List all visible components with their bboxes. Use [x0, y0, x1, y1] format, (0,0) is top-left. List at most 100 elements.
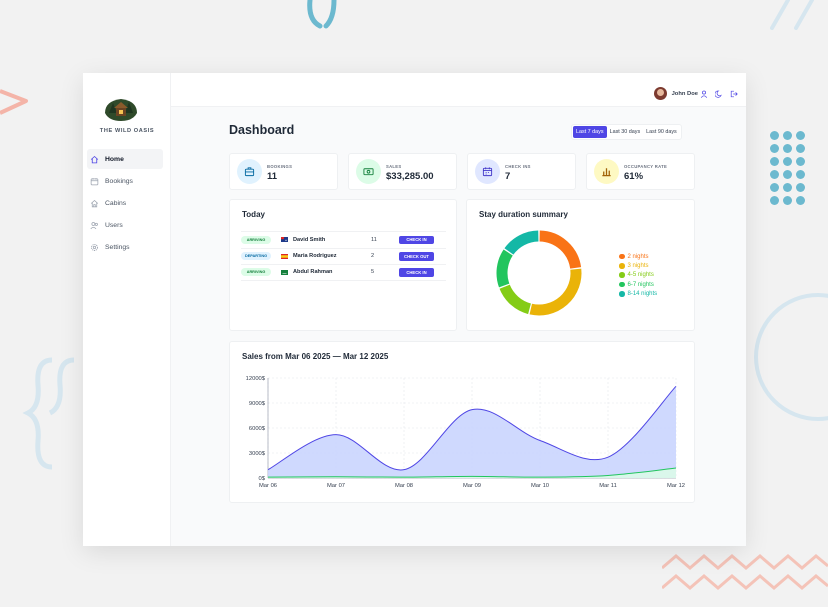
stat-icon-wrap	[237, 159, 262, 184]
stat-value: 61%	[624, 171, 644, 182]
legend-item: 4-5 nights	[619, 271, 657, 280]
chart-bar-icon	[602, 168, 611, 177]
y-tick-label: 12000$	[246, 376, 266, 382]
y-tick-label: 6000$	[249, 426, 266, 432]
legend-item: 6-7 nights	[619, 280, 657, 289]
legend-item: 3 nights	[619, 261, 657, 270]
x-tick-label: Mar 10	[531, 483, 549, 489]
decor-right-circle	[754, 293, 828, 421]
filter-last-30-days[interactable]: Last 30 days	[609, 129, 641, 135]
legend-dot	[619, 272, 625, 278]
legend-item: 2 nights	[619, 252, 657, 261]
filter-last-90-days[interactable]: Last 90 days	[646, 129, 677, 135]
stat-icon-wrap	[475, 159, 500, 184]
logout-icon[interactable]	[730, 90, 738, 98]
donut-legend: 2 nights 3 nights 4-5 nights 6-7 nights 8-14…	[619, 252, 657, 298]
x-tick-label: Mar 08	[395, 483, 413, 489]
check-in-button[interactable]: CHECK IN	[399, 268, 434, 277]
sidebar-item-label: Settings	[105, 243, 130, 251]
sidebar-item-users[interactable]: Users	[87, 215, 163, 235]
legend-dot	[619, 253, 625, 260]
sidebar-item-home[interactable]: Home	[87, 149, 163, 169]
stat-icon-wrap	[356, 159, 381, 184]
australia-flag-icon	[281, 237, 288, 243]
check-in-button[interactable]: CHECK IN	[399, 235, 434, 244]
decor-bottom-zigzag	[662, 554, 828, 590]
saudi-flag-icon	[281, 269, 288, 275]
x-tick-label: Mar 06	[259, 483, 277, 489]
banknotes-icon	[363, 168, 374, 176]
decor-top-right-lines	[770, 0, 814, 30]
sales-panel: Sales from Mar 06 2025 — Mar 12 2025 0$ 3…	[229, 341, 695, 503]
sidebar-item-bookings[interactable]: Bookings	[87, 171, 163, 191]
main-content: Dashboard Last 7 days Last 30 days Last …	[171, 107, 746, 546]
page-title: Dashboard	[229, 123, 295, 137]
header-actions	[700, 90, 738, 98]
x-tick-label: Mar 11	[599, 483, 617, 489]
check-out-button[interactable]: CHECK OUT	[399, 252, 434, 261]
sidebar-item-cabins[interactable]: Cabins	[87, 193, 163, 213]
guest-nights: 2	[371, 253, 375, 260]
user-name: John Doe	[671, 90, 698, 97]
sidebar-item-settings[interactable]: Settings	[87, 237, 163, 257]
sidebar-nav: Home Bookings Cabins Users Settings	[87, 149, 163, 259]
legend-label: 4-5 nights	[627, 272, 654, 279]
status-badge: DEPARTING	[241, 252, 271, 261]
x-tick-label: Mar 09	[463, 483, 481, 489]
stay-duration-donut-chart	[496, 230, 582, 316]
home-icon	[90, 155, 99, 163]
top-header: John Doe	[171, 73, 746, 107]
series-line	[267, 385, 677, 471]
status-badge: ARRIVING	[241, 235, 271, 244]
decor-top-swirl	[307, 0, 337, 29]
legend-label: 6-7 nights	[627, 281, 654, 288]
avatar	[653, 87, 667, 100]
app-window: THE WILD OASIS Home Bookings Cabins User…	[83, 73, 746, 546]
legend-dot	[619, 263, 625, 269]
decor-left-arrow	[0, 89, 28, 115]
series-line	[267, 467, 677, 478]
briefcase-icon	[244, 167, 255, 177]
stat-value: $33,285.00	[386, 171, 434, 182]
legend-dot	[619, 291, 625, 297]
stat-card-occupancy-rate: OCCUPANCY RATE 61%	[586, 153, 695, 190]
stat-card-check-ins: CHECK INS 7	[467, 153, 576, 190]
legend-item: 8-14 nights	[619, 289, 657, 298]
status-badge: ARRIVING	[241, 268, 271, 277]
gear-icon	[91, 243, 98, 251]
donut-slice	[539, 230, 582, 269]
sales-title: Sales from Mar 06 2025 — Mar 12 2025	[242, 352, 389, 361]
x-tick-label: Mar 07	[327, 483, 345, 489]
filter-last-7-days[interactable]: Last 7 days	[573, 126, 607, 138]
moon-icon[interactable]	[715, 90, 723, 98]
stat-label: SALES	[386, 164, 402, 169]
stay-duration-panel: Stay duration summary 2 nights 3 nights 4-…	[466, 199, 695, 331]
today-panel: Today ARRIVING David Smith 11 CHECK IN D…	[229, 199, 457, 331]
legend-dot	[619, 281, 625, 288]
guest-name: Maria Rodriguez	[293, 253, 337, 260]
donut-slice	[529, 268, 582, 316]
sidebar-item-label: Users	[105, 221, 123, 229]
sidebar-item-label: Bookings	[105, 177, 133, 185]
sidebar-item-label: Home	[105, 155, 124, 163]
stat-label: BOOKINGS	[267, 164, 293, 169]
calendar-icon	[90, 177, 99, 185]
today-title: Today	[242, 210, 265, 219]
y-tick-label: 3000$	[249, 451, 266, 457]
stat-card-sales: SALES $33,285.00	[348, 153, 457, 190]
legend-label: 3 nights	[627, 262, 649, 269]
decor-dot-grid	[770, 131, 810, 205]
users-icon	[90, 221, 98, 229]
user-menu[interactable]: John Doe	[653, 87, 698, 100]
stat-value: 7	[505, 171, 511, 182]
house-icon	[90, 199, 99, 207]
stat-label: OCCUPANCY RATE	[624, 164, 668, 169]
x-tick-label: Mar 12	[667, 483, 685, 489]
guest-nights: 5	[371, 269, 375, 276]
list-item: ARRIVING David Smith 11 CHECK IN	[241, 231, 446, 248]
list-item: DEPARTING Maria Rodriguez 2 CHECK OUT	[241, 247, 446, 265]
sidebar: THE WILD OASIS Home Bookings Cabins User…	[83, 73, 171, 546]
user-icon[interactable]	[700, 90, 708, 98]
stat-icon-wrap	[594, 159, 619, 184]
donut-slice	[499, 284, 532, 315]
